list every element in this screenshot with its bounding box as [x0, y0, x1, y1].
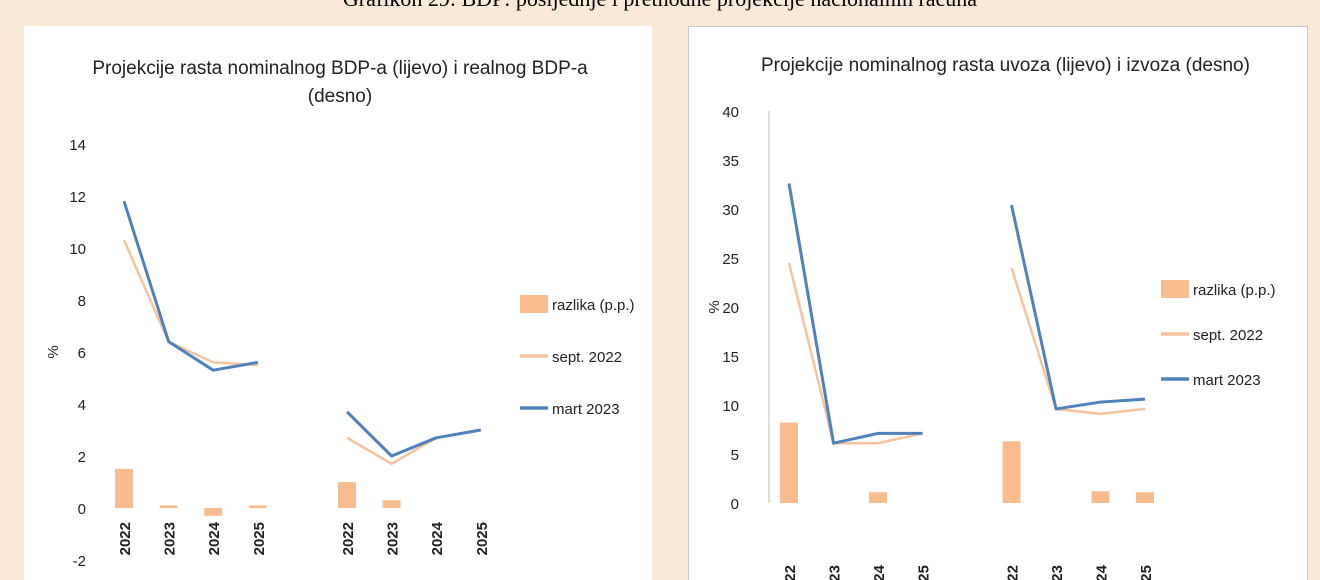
x-tick-label: 2023 [385, 522, 402, 555]
legend-label: sept. 2022 [552, 349, 622, 366]
line-sept-2022 [1010, 267, 1146, 416]
x-tick-label: 2 025 [1138, 565, 1155, 580]
bar-razlika [159, 505, 178, 508]
x-tick-label: 2022 [117, 522, 134, 555]
x-tick-label: 2 022 [1005, 565, 1022, 580]
bar-razlika [248, 505, 267, 508]
y-tick-label: 6 [78, 345, 86, 362]
bar-razlika [1136, 492, 1154, 503]
legend-label: razlika (p.p.) [552, 297, 635, 314]
legend-label: mart 2023 [552, 401, 620, 418]
y-tick-label: 4 [78, 397, 86, 414]
y-tick-label: 25 [722, 251, 739, 268]
figure-caption: Grafikon 29: BDP: posljednje i prethodne… [0, 0, 1320, 12]
y-axis-label: % [706, 300, 723, 313]
x-tick-label: 2025 [474, 522, 491, 555]
x-tick-label: 2023 [162, 522, 179, 555]
line-mart-2023 [787, 183, 923, 445]
line-mart-2023 [122, 200, 259, 372]
chart-title: Projekcije rasta nominalnog BDP-a (lijev… [92, 58, 588, 79]
x-tick-label: 2024 [206, 521, 223, 555]
line-sept-2022 [787, 262, 923, 445]
line-mart-2023 [345, 410, 482, 458]
y-tick-label: 15 [722, 349, 739, 366]
y-tick-label: 10 [69, 241, 86, 258]
legend-label: razlika (p.p.) [1193, 282, 1276, 299]
chart-trade: Projekcije nominalnog rasta uvoza (lijev… [706, 55, 1276, 580]
bar-razlika [204, 508, 223, 516]
chart-title: Projekcije nominalnog rasta uvoza (lijev… [761, 55, 1250, 76]
y-tick-label: -2 [73, 553, 86, 570]
bar-razlika [115, 469, 133, 508]
chart-gdp: Projekcije rasta nominalnog BDP-a (lijev… [45, 58, 635, 570]
bar-razlika [338, 482, 356, 508]
y-tick-label: 0 [731, 496, 739, 513]
legend-label: mart 2023 [1193, 372, 1261, 389]
chart-title: (desno) [308, 86, 372, 107]
y-tick-label: 12 [69, 189, 86, 206]
bar-razlika [869, 492, 887, 503]
x-tick-label: 2025 [251, 522, 268, 555]
y-axis-label: % [45, 345, 62, 358]
x-tick-label: 2 023 [827, 565, 844, 580]
bar-razlika [1002, 441, 1021, 503]
x-tick-label: 2 024 [871, 564, 888, 580]
y-tick-label: 35 [722, 153, 739, 170]
legend-swatch-razlika [1161, 280, 1189, 298]
x-tick-label: 2 022 [782, 565, 799, 580]
x-tick-label: 2 025 [916, 565, 933, 580]
x-tick-label: 2024 [429, 521, 446, 555]
line-mart-2023 [1010, 204, 1146, 411]
y-tick-label: 8 [78, 293, 86, 310]
line-sept-2022 [122, 239, 258, 367]
y-tick-label: 10 [722, 398, 739, 415]
x-tick-label: 2 023 [1049, 565, 1066, 580]
x-tick-label: 2022 [340, 522, 357, 555]
y-tick-label: 5 [731, 447, 739, 464]
legend-swatch-razlika [520, 295, 548, 313]
y-tick-label: 14 [69, 137, 86, 154]
y-tick-label: 2 [78, 449, 86, 466]
chart-panel-gdp: Projekcije rasta nominalnog BDP-a (lijev… [24, 26, 652, 580]
y-tick-label: 30 [722, 202, 739, 219]
bar-razlika [382, 500, 401, 508]
chart-panel-trade: Projekcije nominalnog rasta uvoza (lijev… [688, 26, 1308, 580]
y-tick-label: 40 [722, 104, 739, 121]
bar-razlika [780, 422, 798, 503]
y-tick-label: 0 [78, 501, 86, 518]
legend-label: sept. 2022 [1193, 327, 1263, 344]
y-tick-label: 20 [722, 300, 739, 317]
bar-razlika [1091, 491, 1110, 503]
x-tick-label: 2 024 [1094, 564, 1111, 580]
